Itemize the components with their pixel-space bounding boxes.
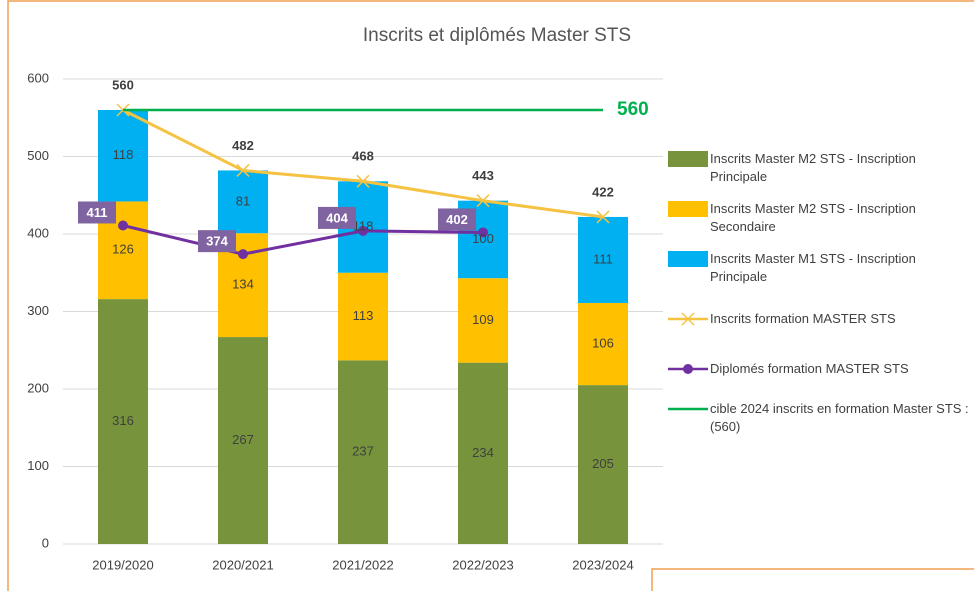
- label-box: [318, 206, 356, 229]
- data-label: 109: [472, 312, 494, 327]
- bar-segment: [338, 272, 388, 361]
- line: [122, 224, 484, 256]
- x-tick-label: 2023/2024: [572, 557, 633, 572]
- y-tick-label: 300: [27, 303, 49, 318]
- bar-segment: [578, 302, 628, 386]
- frame: [651, 568, 974, 591]
- marker: [356, 174, 370, 188]
- legend-entry: Inscrits Master M1 STS - Inscription Pri…: [710, 251, 916, 284]
- legend-entry: Inscrits formation MASTER STS: [710, 311, 896, 326]
- legend-label: Diplomés formation MASTER STS: [710, 361, 909, 376]
- legend-label: Inscrits Master M1 STS - Inscription Pri…: [710, 251, 916, 284]
- legend-swatch: [668, 151, 708, 167]
- data-label: 106: [592, 335, 614, 350]
- y-tick-label: 200: [27, 380, 49, 395]
- marker: [236, 163, 250, 177]
- data-label: 134: [232, 277, 254, 292]
- frame: [7, 0, 974, 591]
- marker: [238, 249, 248, 260]
- label-box: [438, 208, 476, 231]
- data-label: 234: [472, 445, 494, 460]
- legend-label: cible 2024 inscrits en formation Master …: [710, 401, 969, 434]
- data-label: 100: [472, 231, 494, 246]
- label-box: [78, 201, 116, 224]
- legend-entry: Inscrits Master M2 STS - Inscription Pri…: [710, 151, 916, 184]
- x-tick-label: 2021/2022: [332, 557, 393, 572]
- y-tick-label: 0: [42, 535, 49, 550]
- data-label: 482: [232, 138, 254, 153]
- marker: [476, 194, 490, 208]
- y-tick-label: 600: [27, 70, 49, 85]
- label-box: [198, 230, 236, 253]
- data-label: 402: [446, 212, 468, 227]
- marker: [118, 220, 128, 231]
- bar-segment: [578, 216, 628, 303]
- legend-swatch: [668, 251, 708, 267]
- legend-entry: cible 2024 inscrits en formation Master …: [710, 401, 969, 434]
- legend-swatch: [668, 201, 708, 217]
- data-label: 374: [206, 234, 228, 249]
- legend-entry: Diplomés formation MASTER STS: [710, 361, 909, 376]
- y-tick-label: 100: [27, 458, 49, 473]
- chart-title: Inscrits et diplômés Master STS: [363, 25, 631, 46]
- legend-label: Inscrits Master M2 STS - Inscription Sec…: [710, 201, 916, 234]
- bar-segment: [218, 337, 268, 544]
- bar-segment: [218, 170, 268, 234]
- x-tick-label: 2022/2023: [452, 557, 513, 572]
- bar-segment: [98, 299, 148, 544]
- data-label: 111: [593, 251, 613, 266]
- data-label: 237: [352, 444, 374, 459]
- legend-label: Inscrits Master M2 STS - Inscription Pri…: [710, 151, 916, 184]
- marker: [358, 225, 368, 236]
- data-label: 316: [112, 413, 134, 428]
- data-label: 126: [112, 242, 134, 257]
- x-tick-label: 2020/2021: [212, 557, 273, 572]
- legend-marker: [681, 312, 695, 326]
- data-label: 205: [592, 456, 614, 471]
- data-label: 267: [232, 432, 254, 447]
- marker: [478, 227, 488, 238]
- data-label: 422: [592, 184, 614, 199]
- data-label: 113: [353, 308, 374, 323]
- x-tick-label: 2019/2020: [92, 557, 153, 572]
- data-label: 118: [353, 218, 374, 233]
- bar-segment: [578, 385, 628, 544]
- bar-segment: [98, 110, 148, 202]
- data-label: 443: [472, 168, 494, 183]
- data-label: 404: [326, 210, 348, 225]
- legend-label: Inscrits formation MASTER STS: [710, 311, 896, 326]
- target-label: 560: [617, 99, 649, 120]
- data-label: 118: [113, 147, 134, 162]
- y-tick-label: 400: [27, 225, 49, 240]
- marker: [596, 210, 610, 224]
- data-label: 411: [87, 205, 108, 220]
- bar-segment: [338, 360, 388, 544]
- data-label: 468: [352, 149, 374, 164]
- y-tick-label: 500: [27, 148, 49, 163]
- legend-marker: [683, 364, 693, 374]
- legend-entry: Inscrits Master M2 STS - Inscription Sec…: [710, 201, 916, 234]
- bar-segment: [458, 362, 508, 544]
- bar-segment: [458, 278, 508, 363]
- data-label: 560: [112, 77, 134, 92]
- data-label: 81: [236, 193, 250, 208]
